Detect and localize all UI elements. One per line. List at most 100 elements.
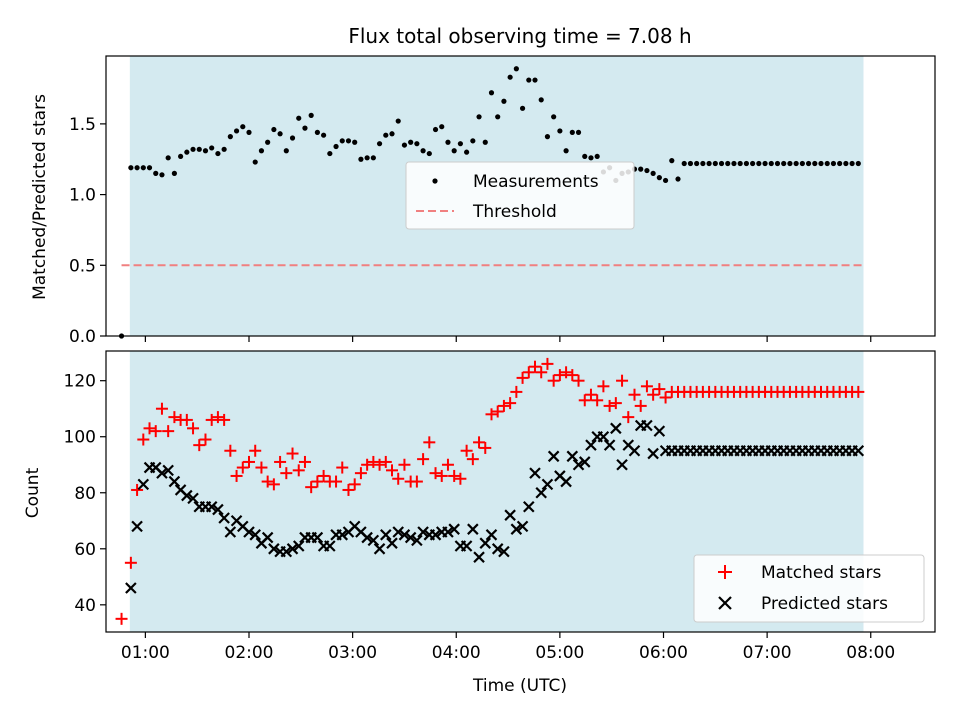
measurement-point [762,160,768,167]
measurement-point [557,128,563,134]
measurement-point [457,141,463,147]
predicted-star-point [324,540,336,552]
matched-star-point [162,425,175,438]
matched-star-point [609,397,622,410]
matched-star-point [386,464,399,477]
predicted-stars-legend-marker [718,596,732,610]
measurement-point [408,139,414,145]
measurement-point [321,132,327,138]
measurement-point [787,160,793,167]
measurement-point [333,143,339,150]
measurement-point [227,134,233,140]
matched-star-point [373,458,386,471]
matched-star-point [566,369,579,382]
measurement-point [414,141,420,147]
matched-star-point [454,472,467,485]
measurement-point [687,160,694,167]
matched-star-point [149,425,162,438]
bottom-legend: Matched stars Predicted stars [693,554,925,623]
measurement-point [781,160,787,167]
measurement-point [134,165,140,171]
measurement-point [376,141,383,147]
measurement-point [171,170,177,176]
bottom-y-tick-label: 60 [74,540,96,560]
predicted-star-point [467,523,479,535]
matched-star-point [379,455,392,468]
top-y-tick-label: 1.5 [69,115,96,135]
measurement-point [196,146,202,152]
measurement-point [420,148,426,154]
matched-star-point [236,461,249,474]
bottom-y-tick-label: 100 [64,428,96,448]
measurement-point [470,138,476,144]
matched-star-point [429,467,442,480]
predicted-star-point [516,520,529,533]
top-y-tick-label: 0.0 [69,327,96,347]
measurement-point [153,170,159,176]
measurement-point [370,155,376,161]
measurement-point [830,160,837,167]
measurement-point [638,166,644,172]
predicted-star-point [504,509,516,521]
predicted-star-point [529,467,541,479]
predicted-star-point [187,492,199,505]
matched-star-point [479,441,492,454]
predicted-star-point [460,540,473,552]
predicted-star-point [249,529,261,541]
measurements-legend-marker [432,178,438,184]
measurement-point [302,125,308,131]
matched-star-point [187,422,200,435]
predicted-star-point [367,534,380,547]
bottom-panel: 40 60 80 100 120 01:00 02:00 03:00 04:00 05:00 06… [23,350,936,696]
matched-star-point [137,433,150,446]
x-tick-label: 05:00 [535,643,584,663]
matched-star-point [230,469,243,482]
x-tick-label: 03:00 [328,643,377,663]
bottom-y-tick-label: 80 [74,484,96,504]
x-tick-label: 04:00 [432,643,481,663]
matched-star-point [466,453,479,466]
measurement-point [594,153,600,160]
measurement-point [178,153,184,160]
matched-star-point [448,469,461,482]
top-panel: 0.0 0.5 1.0 1.5 Matched/Predicted stars Mea… [30,55,936,347]
matched-star-point [298,455,311,468]
matched-star-point [292,464,305,477]
predicted-star-point [398,529,411,541]
top-axes-frame [105,55,936,337]
bottom-y-axis-label: Count [23,467,43,518]
predicted-star-point [547,450,560,463]
measurement-point [805,160,812,167]
predicted-star-point [380,529,392,541]
predicted-star-point [373,543,386,555]
measurement-point [364,155,370,161]
measurement-point [277,131,283,137]
x-tick-label: 01:00 [121,643,170,663]
measurement-point [439,124,445,130]
predicted-star-point [597,430,610,443]
matched-star-point [361,458,374,471]
measurement-point [569,129,575,135]
matched-star-point [516,371,529,384]
matched-star-point [267,478,280,491]
measurement-point [532,77,538,83]
matched-star-point [553,369,566,382]
measurement-point [743,160,750,167]
measurement-point [526,77,532,83]
measurement-point [476,114,482,120]
measurement-point [501,98,507,104]
predicted-star-point [280,545,293,558]
measurement-point [644,167,650,174]
measurement-point [774,160,781,167]
predicted-star-point [852,444,865,457]
matched-star-point [473,436,486,449]
matched-star-point [392,472,405,485]
matched-star-point [603,399,616,412]
measurement-point [451,148,457,154]
matched-stars-legend-label: Matched stars [761,563,881,583]
measurement-point [725,160,731,167]
measurement-point [793,160,799,167]
bottom-x-ticks: 01:00 02:00 03:00 04:00 05:00 06:00 07:00 08:00 [121,632,895,663]
measurement-point [426,150,432,157]
chart-title: Flux total observing time = 7.08 h [348,24,691,48]
